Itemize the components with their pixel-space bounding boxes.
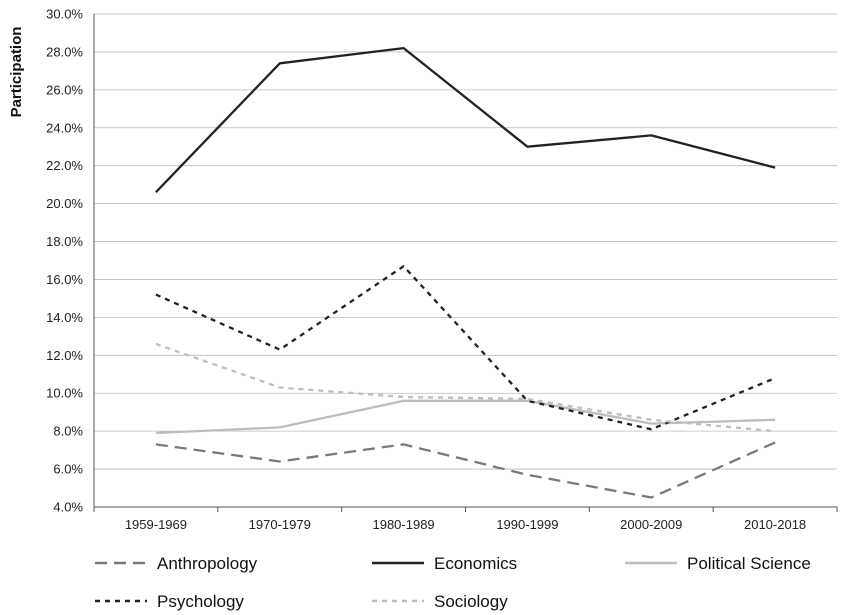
y-tick-label: 22.0% (46, 158, 83, 173)
x-tick-label: 1959-1969 (125, 517, 187, 532)
legend-label: Political Science (687, 554, 811, 573)
legend: Anthropology Economics Political Science Ps… (95, 554, 811, 611)
y-tick-label: 6.0% (53, 462, 83, 477)
legend-label: Economics (434, 554, 517, 573)
y-tick-label: 4.0% (53, 500, 83, 515)
y-tick-label: 8.0% (53, 424, 83, 439)
x-tick-label: 1970-1979 (249, 517, 311, 532)
y-axis-title: Participation (8, 27, 25, 118)
x-tick-label: 1980-1989 (372, 517, 434, 532)
series-line-economics (155, 46, 776, 193)
legend-label: Anthropology (157, 554, 258, 573)
axes: 4.0% 6.0% 8.0% 10.0% 12.0% 14.0% 16.0% 18.0% 20.… (46, 7, 838, 532)
y-tick-label: 24.0% (46, 120, 83, 135)
legend-label: Sociology (434, 592, 508, 611)
series-line-psychology (155, 265, 776, 431)
y-tick-label: 14.0% (46, 310, 83, 325)
y-tick-label: 28.0% (46, 44, 83, 59)
y-tick-label: 18.0% (46, 234, 83, 249)
series-lines (155, 46, 776, 499)
y-tick-label: 16.0% (46, 272, 83, 287)
series-line-political-science (155, 399, 776, 435)
grid-lines (94, 13, 837, 508)
y-tick-label: 12.0% (46, 348, 83, 363)
series-line-sociology (155, 342, 776, 433)
x-tick-label: 2000-2009 (620, 517, 682, 532)
legend-label: Psychology (157, 592, 244, 611)
x-tick-label: 1990-1999 (496, 517, 558, 532)
y-tick-label: 26.0% (46, 82, 83, 97)
y-tick-label: 20.0% (46, 196, 83, 211)
y-tick-label: 30.0% (46, 7, 83, 22)
x-tick-label: 2010-2018 (744, 517, 806, 532)
series-line-anthropology (155, 441, 776, 499)
y-tick-label: 10.0% (46, 386, 83, 401)
